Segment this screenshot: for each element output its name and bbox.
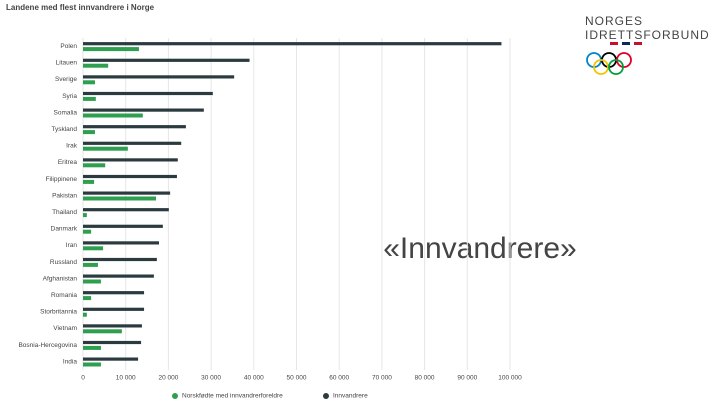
bar	[83, 63, 109, 68]
bar	[83, 291, 145, 295]
bar	[83, 179, 95, 184]
ring	[608, 59, 624, 75]
bar	[83, 362, 101, 367]
y-tick-label: Litauen	[56, 60, 78, 67]
bar	[83, 75, 235, 79]
bar	[83, 274, 154, 278]
bar	[83, 141, 182, 145]
bar	[83, 296, 92, 301]
bar	[83, 257, 157, 262]
bar	[83, 47, 139, 52]
bar	[83, 224, 163, 228]
bar	[83, 174, 177, 179]
bar	[83, 307, 145, 311]
bar	[83, 324, 142, 328]
legend-label: Norskfødte med innvandrerforeldre	[182, 393, 283, 400]
logo-text: IDRETTSFORBUND	[585, 28, 710, 42]
x-tick-label: 100 000	[498, 375, 522, 382]
x-tick-label: 0	[81, 375, 85, 382]
x-tick-label: 20 000	[158, 375, 178, 382]
logo-flag	[634, 42, 642, 45]
slide-heading: «Innvandrere»	[383, 232, 576, 265]
y-tick-label: Bosnia-Hercegovina	[18, 342, 77, 349]
x-tick-label: 10 000	[116, 375, 136, 382]
bar	[83, 80, 95, 85]
y-tick-label: Sverige	[55, 76, 77, 83]
y-tick-label: Storbritannia	[40, 309, 77, 316]
y-tick-label: Syria	[62, 93, 77, 100]
bar	[83, 113, 143, 118]
chart-title: Landene med flest innvandrere i Norge	[6, 3, 155, 12]
bar	[83, 42, 502, 46]
x-tick-label: 50 000	[287, 375, 307, 382]
bar	[83, 125, 186, 129]
legend-swatch	[172, 393, 178, 399]
bar	[83, 196, 157, 201]
x-tick-label: 40 000	[244, 375, 264, 382]
y-tick-label: Thailand	[52, 209, 77, 216]
bar	[83, 213, 87, 218]
legend-swatch	[323, 393, 329, 399]
x-tick-label: 30 000	[201, 375, 221, 382]
y-tick-label: Russland	[50, 259, 77, 266]
logo-text: NORGES	[585, 14, 643, 28]
bar	[83, 191, 171, 195]
y-tick-label: Afghanistan	[43, 275, 78, 282]
y-tick-label: Danmark	[51, 226, 78, 233]
y-tick-label: Tyskland	[51, 126, 77, 133]
logo-flag	[610, 42, 618, 45]
x-tick-label: 70 000	[372, 375, 392, 382]
bar	[83, 312, 87, 317]
bar	[83, 130, 95, 135]
y-tick-label: Vietnam	[53, 325, 77, 332]
y-tick-label: Somalia	[54, 109, 78, 116]
y-tick-label: Eritrea	[58, 159, 78, 166]
y-tick-label: Romania	[51, 292, 77, 299]
bar	[83, 158, 178, 162]
logo-flag	[622, 42, 630, 45]
y-tick-label: Polen	[60, 43, 77, 50]
bar	[83, 357, 139, 361]
y-tick-label: Iran	[66, 242, 78, 249]
y-tick-label: Filippinene	[46, 176, 78, 183]
y-tick-label: Irak	[66, 143, 78, 150]
bar	[83, 329, 122, 334]
bar	[83, 96, 96, 101]
logo: NORGES IDRETTSFORBUND	[585, 14, 710, 75]
ring	[593, 59, 609, 75]
y-tick-label: India	[63, 358, 77, 365]
bar	[83, 208, 169, 212]
bar	[83, 58, 250, 62]
bar	[83, 340, 142, 345]
bar	[83, 229, 92, 234]
y-tick-label: Pakistan	[52, 192, 77, 199]
x-tick-label: 80 000	[415, 375, 435, 382]
bar	[83, 146, 128, 151]
bar	[83, 262, 98, 267]
bar	[83, 108, 204, 112]
bar	[83, 246, 104, 251]
bar	[83, 345, 101, 350]
bar	[83, 241, 160, 245]
bar	[83, 91, 213, 96]
bar	[83, 163, 106, 168]
legend-label: Innvandrere	[333, 393, 368, 400]
bar	[83, 279, 101, 284]
x-tick-label: 60 000	[329, 375, 349, 382]
x-tick-label: 90 000	[457, 375, 477, 382]
